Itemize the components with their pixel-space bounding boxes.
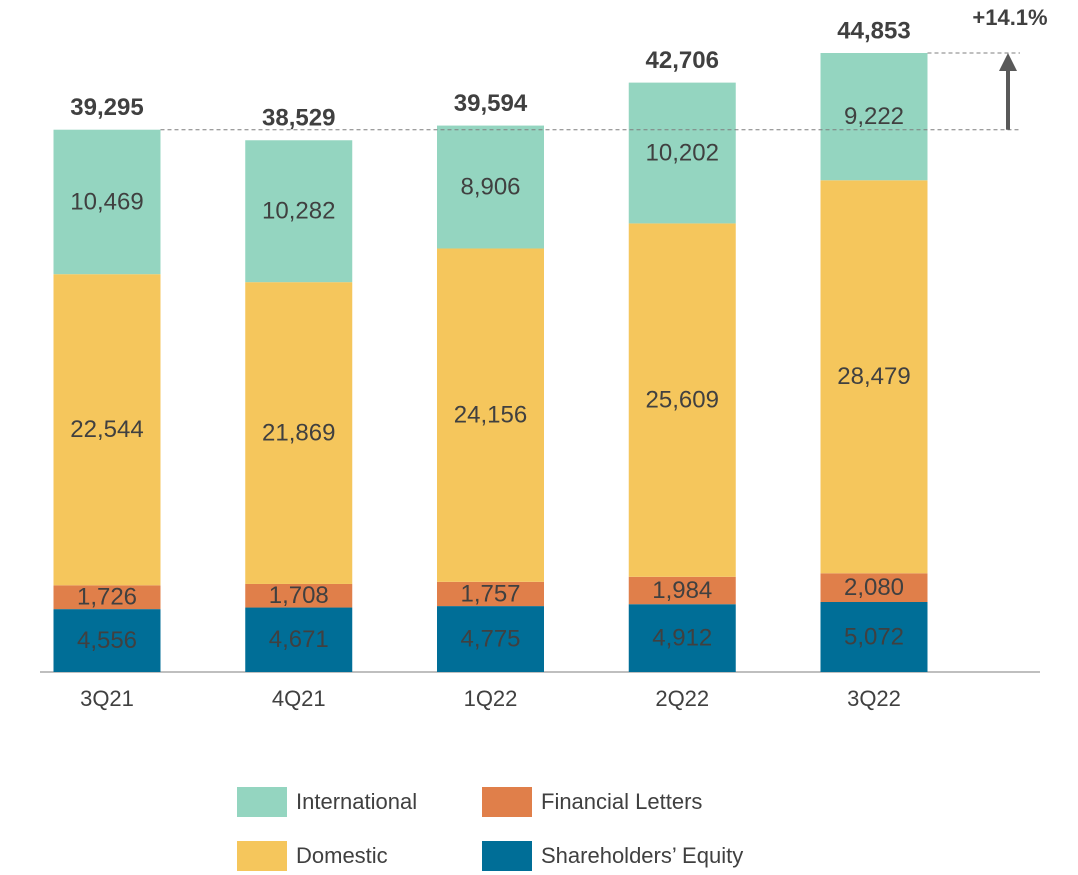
value-label: 28,479 — [837, 363, 910, 390]
x-tick-label: 1Q22 — [464, 686, 518, 711]
bar-segment — [820, 602, 928, 672]
value-label: 4,912 — [652, 624, 712, 651]
x-tick-label: 3Q21 — [80, 686, 134, 711]
value-label: 10,202 — [646, 139, 719, 166]
legend-label: Financial Letters — [541, 789, 702, 814]
bar-segment — [437, 581, 544, 607]
legend-label: Domestic — [296, 843, 388, 868]
bar-segment — [53, 585, 161, 610]
bar-segment — [437, 125, 544, 249]
bar-segment — [820, 53, 928, 181]
value-label: 4,775 — [460, 625, 520, 652]
bar-segment — [628, 82, 736, 224]
bar-segment — [628, 223, 736, 577]
bar-segment — [245, 607, 353, 672]
value-label: 1,757 — [460, 580, 520, 607]
value-label: 24,156 — [454, 402, 527, 429]
bar-segment — [437, 606, 544, 672]
arrow-head — [999, 53, 1017, 71]
legend-swatch — [482, 787, 532, 817]
bar-segment — [245, 140, 353, 283]
value-label: 10,469 — [70, 188, 143, 215]
bar-segment — [53, 274, 161, 586]
value-label: 21,869 — [262, 419, 335, 446]
value-label: 10,282 — [262, 198, 335, 225]
annotation: +14.1% — [972, 5, 1047, 30]
x-tick-label: 3Q22 — [847, 686, 901, 711]
value-label: 1,708 — [269, 582, 329, 609]
value-label: 25,609 — [646, 386, 719, 413]
bar-segment — [628, 576, 736, 605]
value-label: 1,984 — [652, 577, 712, 604]
value-label: 22,544 — [70, 416, 143, 443]
legend-label: Shareholders’ Equity — [541, 843, 743, 868]
value-label: 9,222 — [844, 103, 904, 130]
legend-label: International — [296, 789, 417, 814]
bar-segment — [820, 573, 928, 603]
value-label: 5,072 — [844, 623, 904, 650]
x-tick-label: 4Q21 — [272, 686, 326, 711]
bar-segment — [820, 180, 928, 574]
total-label: 39,295 — [70, 94, 143, 121]
bar-segment — [53, 129, 161, 275]
value-label: 2,080 — [844, 574, 904, 601]
bar-segment — [628, 604, 736, 672]
legend-swatch — [237, 841, 287, 871]
bar-segment — [53, 609, 161, 672]
value-label: 8,906 — [460, 173, 520, 200]
legend-swatch — [482, 841, 532, 871]
total-label: 38,529 — [262, 105, 335, 132]
value-label: 4,556 — [77, 627, 137, 654]
legend-swatch — [237, 787, 287, 817]
total-label: 44,853 — [837, 17, 910, 44]
x-tick-label: 2Q22 — [655, 686, 709, 711]
bar-segment — [437, 248, 544, 582]
bar-segment — [245, 282, 353, 584]
bar-segment — [245, 583, 353, 608]
value-label: 1,726 — [77, 584, 137, 611]
total-label: 42,706 — [646, 47, 719, 74]
value-label: 4,671 — [269, 626, 329, 653]
total-label: 39,594 — [454, 90, 528, 117]
